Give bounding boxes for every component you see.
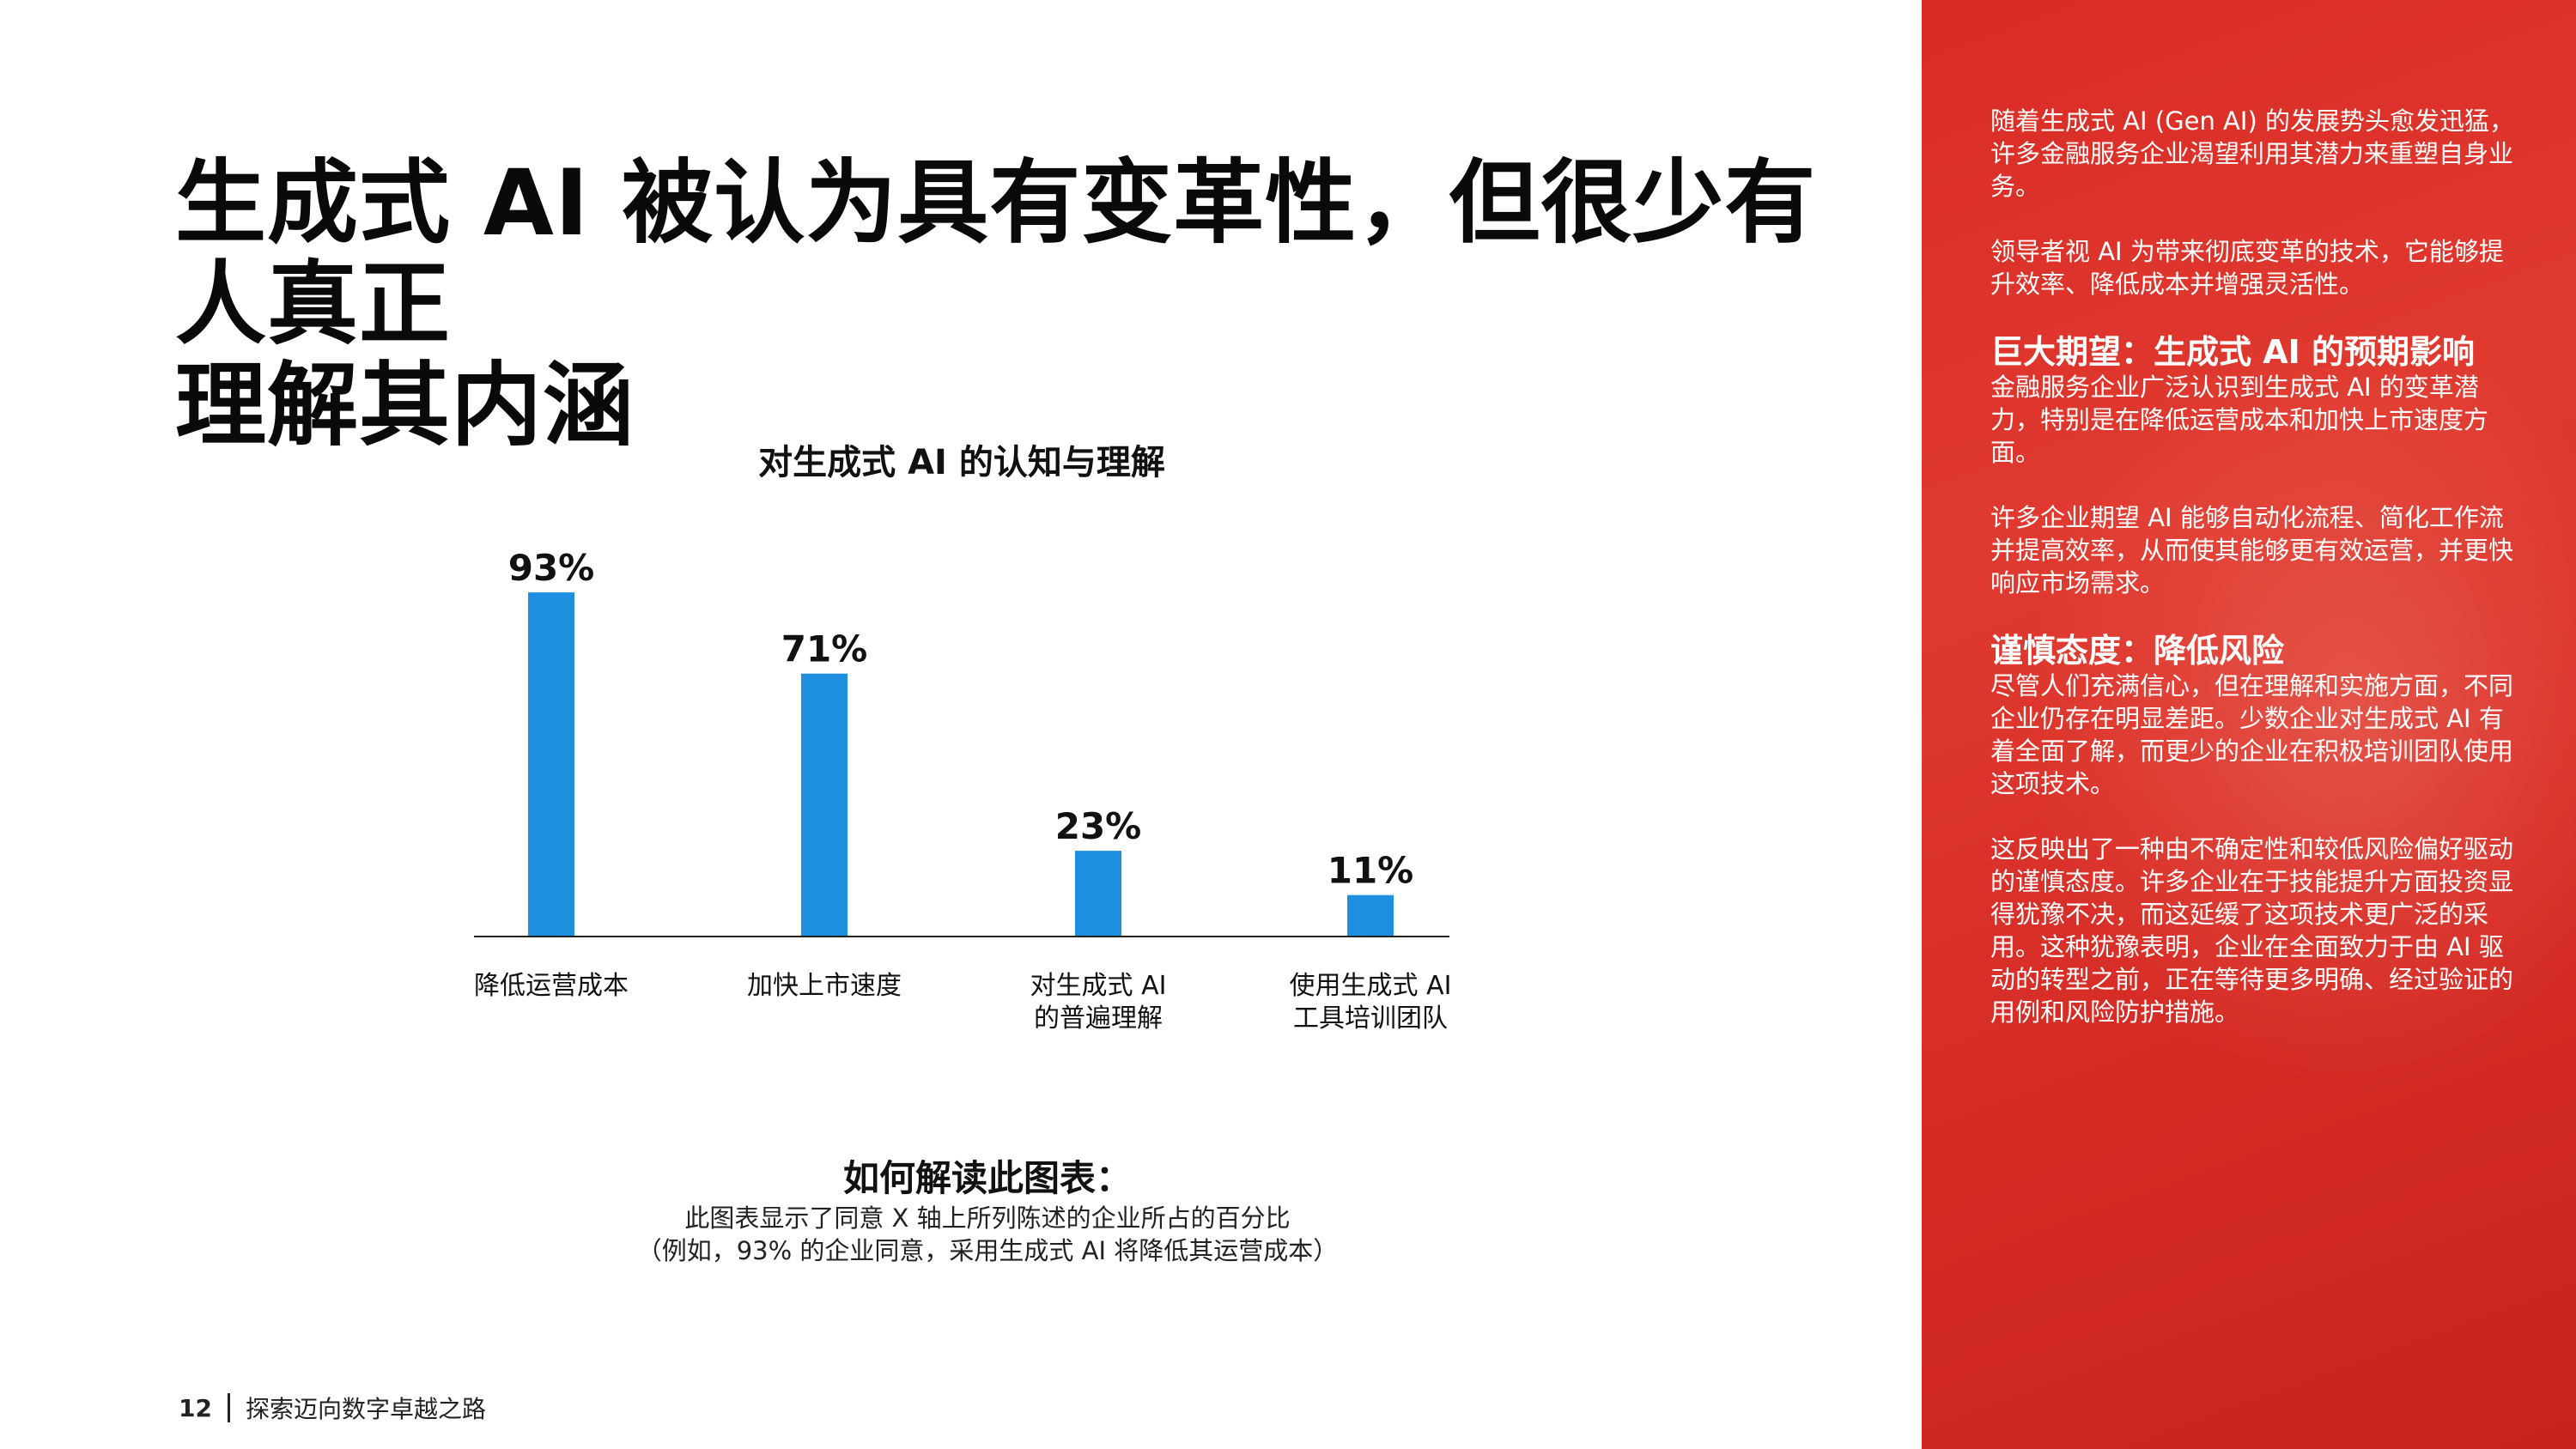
bar-2 [801,673,848,936]
category-label-1-line-1: 降低运营成本 [474,971,629,1001]
category-label-2-line-1: 加快上市速度 [747,971,902,1001]
bar-1 [528,592,574,936]
chart-explanation-line2: （例如，93% 的企业同意，采用生成式 AI 将降低其运营成本） [636,1236,1339,1265]
panel-glow [2025,326,2576,1099]
caution-paragraph-2: 这反映出了一种由不确定性和较低风险偏好驱动的谨慎态度。许多企业在于技能提升方面投… [1990,834,2514,1027]
chart-title: 对生成式 AI 的认知与理解 [758,443,1165,482]
caution-paragraph-1: 尽管人们充满信心，但在理解和实施方面，不同企业仍存在明显差距。少数企业对生成式 … [1990,671,2514,798]
page-footer: 12 探索迈向数字卓越之路 [179,1391,486,1425]
category-label-3-line-2: 的普遍理解 [1034,1003,1163,1034]
bar-value-label-1: 93% [508,547,595,589]
chart-explanation: 如何解读此图表： 此图表显示了同意 X 轴上所列陈述的企业所占的百分比 （例如，… [558,1155,1417,1267]
page-title: 生成式 AI 被认为具有变革性，但很少有人真正 理解其内涵 [175,153,1875,457]
chart-explanation-title: 如何解读此图表： [842,1157,1132,1199]
section-heading-caution: 谨慎态度：降低风险 [1990,632,2285,670]
chart-explanation-line1: 此图表显示了同意 X 轴上所列陈述的企业所占的百分比 [684,1203,1291,1233]
footer-text: 探索迈向数字卓越之路 [245,1395,486,1423]
category-label-4-line-1: 使用生成式 AI [1290,971,1452,1001]
bar-3 [1075,851,1121,936]
intro-paragraph-1: 随着生成式 AI (Gen AI) 的发展势头愈发迅猛，许多金融服务企业渴望利用… [1990,106,2514,201]
bar-4 [1347,894,1394,936]
page-title-line2: 理解其内涵 [175,353,635,458]
intro-paragraph-2: 领导者视 AI 为带来彻底变革的技术，它能够提升效率、降低成本并增强灵活性。 [1990,237,2504,299]
expectations-paragraph-1: 金融服务企业广泛认识到生成式 AI 的变革潜力，特别是在降低运营成本和加快上市速… [1990,373,2489,467]
bar-value-label-2: 71% [781,628,868,670]
sidebar-panel: 随着生成式 AI (Gen AI) 的发展势头愈发迅猛，许多金融服务企业渴望利用… [1922,0,2576,1449]
footer-divider [227,1393,230,1422]
page-title-line1: 生成式 AI 被认为具有变革性，但很少有人真正 [175,150,1817,357]
category-label-4-line-2: 工具培训团队 [1293,1003,1448,1034]
section-heading-expectations: 巨大期望：生成式 AI 的预期影响 [1990,333,2476,371]
category-label-3-line-1: 对生成式 AI [1030,971,1167,1001]
bar-value-label-3: 23% [1055,805,1142,847]
page-number: 12 [179,1393,212,1422]
bar-value-label-4: 11% [1327,850,1414,892]
expectations-paragraph-2: 许多企业期望 AI 能够自动化流程、简化工作流并提高效率，从而使其能够更有效运营… [1990,503,2514,597]
sidebar-text: 随着生成式 AI (Gen AI) 的发展势头愈发迅猛，许多金融服务企业渴望利用… [1990,105,2523,1061]
